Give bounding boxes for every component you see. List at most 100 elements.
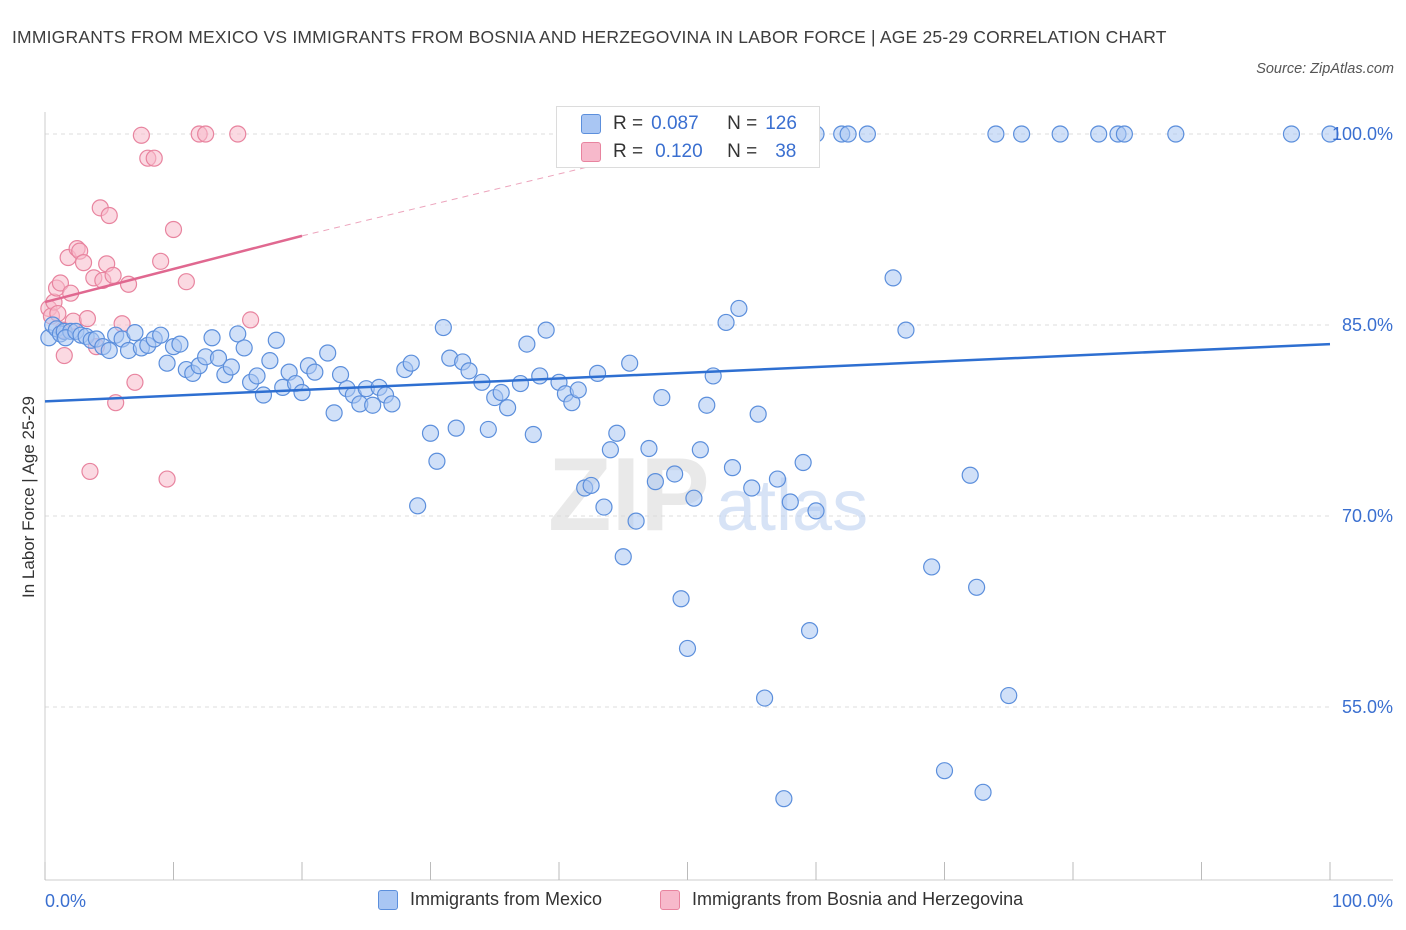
point-bosnia	[152, 252, 170, 270]
legend-swatch-mexico	[378, 889, 398, 910]
legend-item-mexico[interactable]: Immigrants from Mexico	[378, 889, 602, 910]
point-mexico	[100, 341, 118, 360]
point-mexico	[672, 590, 690, 608]
point-bosnia	[100, 206, 118, 225]
point-mexico	[261, 352, 279, 370]
point-mexico	[627, 512, 645, 530]
point-mexico	[152, 326, 170, 344]
point-mexico	[800, 621, 819, 640]
point-mexico	[209, 349, 228, 367]
point-mexico	[267, 331, 285, 349]
y-tick-label: 70.0%	[1342, 506, 1393, 526]
point-bosnia	[104, 266, 122, 284]
point-mexico	[492, 383, 510, 402]
point-mexico	[524, 425, 542, 444]
n-value-bosnia: 38	[775, 141, 797, 162]
point-mexico	[254, 386, 273, 404]
point-mexico	[935, 762, 954, 780]
point-mexico	[595, 498, 613, 516]
point-mexico	[640, 439, 658, 458]
series-mexico-points	[40, 125, 1339, 808]
point-mexico	[717, 313, 735, 332]
point-mexico	[434, 318, 452, 337]
point-mexico	[781, 493, 799, 511]
point-mexico	[421, 424, 440, 442]
point-mexico	[569, 381, 587, 399]
axes	[44, 112, 1393, 881]
watermark-zip: ZIP	[548, 437, 710, 553]
point-mexico	[1000, 686, 1018, 705]
series-bosnia-points	[40, 125, 260, 488]
point-bosnia	[145, 149, 163, 167]
point-bosnia	[55, 346, 73, 365]
point-mexico	[923, 558, 941, 576]
point-bosnia	[126, 373, 144, 391]
point-bosnia	[197, 125, 215, 143]
point-mexico	[884, 269, 902, 287]
point-mexico	[158, 354, 176, 372]
point-mexico	[775, 790, 793, 808]
point-mexico	[364, 396, 382, 414]
point-mexico	[428, 452, 446, 470]
point-mexico	[723, 459, 742, 477]
stats-row-bosnia: R = 0.120 N = 38	[581, 138, 796, 166]
point-mexico	[987, 125, 1005, 143]
point-bosnia	[158, 470, 176, 488]
point-mexico	[666, 465, 684, 483]
point-mexico	[1051, 125, 1069, 143]
point-mexico	[601, 441, 620, 459]
point-mexico	[691, 441, 709, 459]
y-tick-label: 100.0%	[1332, 124, 1393, 144]
point-bosnia	[164, 220, 183, 239]
point-mexico	[518, 335, 536, 353]
r-label: R =	[613, 141, 644, 162]
point-bosnia	[78, 310, 97, 328]
y-tick-label: 55.0%	[1342, 697, 1393, 717]
point-bosnia	[229, 125, 247, 143]
r-value-mexico: 0.087	[651, 113, 699, 134]
trend-line-mexico	[44, 342, 1331, 403]
mexico-swatch	[581, 114, 601, 134]
point-mexico	[646, 473, 664, 491]
point-mexico	[794, 453, 812, 472]
point-mexico	[678, 639, 697, 658]
y-axis-title: In Labor Force | Age 25-29	[19, 396, 38, 598]
point-mexico	[1167, 125, 1185, 143]
point-mexico	[229, 325, 247, 343]
stats-row-mexico: R = 0.087 N = 126	[581, 110, 797, 138]
point-mexico	[383, 395, 401, 413]
point-mexico	[961, 466, 979, 484]
y-tick-labels: 100.0% 85.0% 70.0% 55.0%	[1332, 124, 1393, 717]
legend-item-bosnia[interactable]: Immigrants from Bosnia and Herzegovina	[660, 889, 1023, 910]
point-mexico	[222, 358, 240, 376]
point-mexico	[248, 367, 266, 385]
point-mexico	[768, 470, 787, 488]
r-value-bosnia: 0.120	[655, 141, 703, 162]
point-bosnia	[132, 126, 150, 144]
point-mexico	[402, 354, 420, 372]
point-mexico	[203, 329, 221, 347]
point-mexico	[858, 125, 877, 143]
point-mexico	[897, 321, 915, 339]
point-mexico	[755, 689, 774, 707]
point-mexico	[126, 324, 144, 342]
point-mexico	[325, 404, 343, 422]
point-mexico	[608, 424, 626, 442]
point-mexico	[839, 125, 857, 143]
n-label: N =	[727, 113, 758, 134]
point-mexico	[698, 396, 716, 414]
point-mexico	[235, 339, 253, 357]
trend-line-bosnia	[44, 234, 303, 304]
point-mexico	[1115, 125, 1134, 143]
n-label: N =	[727, 141, 758, 162]
point-mexico	[293, 383, 311, 402]
point-mexico	[331, 366, 350, 384]
point-mexico	[499, 399, 517, 417]
point-mexico	[511, 374, 530, 393]
stats-legend-box: R = 0.087 N = 126 R = 0.120 N = 38	[556, 106, 820, 168]
point-mexico	[968, 578, 986, 596]
point-mexico	[974, 783, 992, 801]
point-mexico	[409, 497, 427, 515]
point-mexico	[460, 362, 478, 380]
